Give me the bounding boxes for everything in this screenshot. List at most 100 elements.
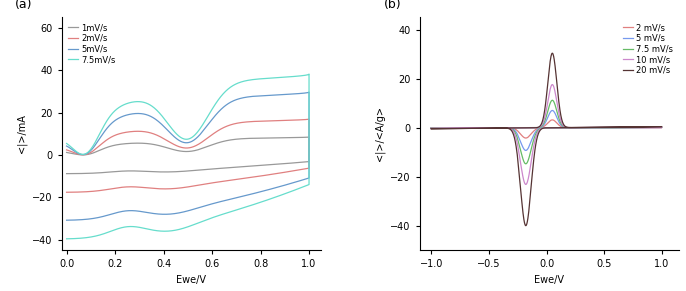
7.5 mV/s [570, 126, 578, 129]
1mV/s [273, 162, 281, 166]
5mV/s [144, 211, 152, 214]
2mV/s [292, 118, 300, 122]
1mV/s [62, 151, 71, 154]
5mV/s [282, 93, 290, 96]
7.5mV/s [226, 210, 234, 214]
10 mV/s [510, 126, 518, 129]
5 mV/s [652, 126, 661, 129]
2 mV/s [427, 126, 436, 129]
7.5 mV/s [636, 126, 644, 129]
5 mV/s [548, 109, 556, 112]
2 mV/s [456, 126, 464, 129]
20 mV/s [510, 126, 518, 130]
5 mV/s [570, 126, 578, 129]
2 mV/s [570, 126, 578, 129]
1mV/s [127, 169, 135, 173]
2mV/s [127, 185, 135, 189]
10 mV/s [652, 125, 661, 129]
5 mV/s [636, 126, 644, 129]
2mV/s [62, 148, 71, 152]
Legend: 2 mV/s, 5 mV/s, 7.5 mV/s, 10 mV/s, 20 mV/s: 2 mV/s, 5 mV/s, 7.5 mV/s, 10 mV/s, 20 mV… [622, 22, 675, 77]
5 mV/s [522, 149, 530, 152]
7.5mV/s [127, 225, 135, 228]
20 mV/s [427, 127, 436, 131]
7.5 mV/s [522, 162, 530, 166]
7.5 mV/s [427, 126, 436, 130]
2mV/s [305, 117, 313, 121]
20 mV/s [427, 127, 436, 130]
10 mV/s [427, 127, 436, 130]
Line: 7.5mV/s: 7.5mV/s [67, 74, 309, 239]
5 mV/s [427, 126, 436, 130]
Y-axis label: <|>/mA: <|>/mA [16, 114, 27, 153]
Y-axis label: <|>/<A/g>: <|>/<A/g> [374, 106, 385, 162]
1mV/s [292, 136, 300, 139]
5 mV/s [456, 126, 464, 130]
Line: 2 mV/s: 2 mV/s [431, 120, 662, 138]
Line: 20 mV/s: 20 mV/s [431, 53, 662, 226]
10 mV/s [522, 183, 530, 186]
1mV/s [305, 135, 313, 139]
Line: 7.5 mV/s: 7.5 mV/s [431, 100, 662, 164]
Line: 5mV/s: 5mV/s [67, 92, 309, 220]
20 mV/s [548, 52, 556, 55]
1mV/s [226, 166, 234, 169]
2 mV/s [636, 126, 644, 129]
2mV/s [273, 172, 281, 175]
2mV/s [226, 179, 234, 182]
7.5 mV/s [427, 126, 436, 130]
5mV/s [127, 209, 135, 212]
Legend: 1mV/s, 2mV/s, 5mV/s, 7.5mV/s: 1mV/s, 2mV/s, 5mV/s, 7.5mV/s [66, 22, 117, 66]
5 mV/s [427, 126, 436, 130]
2 mV/s [548, 118, 556, 122]
7.5 mV/s [436, 126, 444, 130]
Text: (b): (b) [383, 0, 401, 11]
20 mV/s [636, 125, 644, 129]
7.5mV/s [305, 72, 313, 76]
7.5mV/s [273, 195, 281, 198]
Line: 2mV/s: 2mV/s [67, 119, 309, 192]
7.5mV/s [62, 142, 71, 145]
1mV/s [144, 170, 152, 173]
Text: (a): (a) [15, 0, 32, 11]
Line: 10 mV/s: 10 mV/s [431, 85, 662, 184]
10 mV/s [436, 127, 444, 130]
2 mV/s [652, 126, 661, 129]
20 mV/s [436, 127, 444, 130]
10 mV/s [548, 83, 556, 86]
X-axis label: Ewe/V: Ewe/V [176, 275, 206, 285]
1mV/s [282, 136, 290, 139]
2 mV/s [510, 126, 518, 129]
1mV/s [62, 172, 71, 175]
20 mV/s [570, 126, 578, 129]
2 mV/s [436, 126, 444, 129]
10 mV/s [427, 127, 436, 130]
10 mV/s [570, 126, 578, 129]
X-axis label: Ewe/V: Ewe/V [534, 275, 565, 285]
Line: 1mV/s: 1mV/s [67, 137, 309, 174]
2 mV/s [522, 136, 530, 140]
5 mV/s [510, 126, 518, 129]
5mV/s [62, 219, 71, 222]
2mV/s [144, 186, 152, 190]
5mV/s [226, 198, 234, 201]
10 mV/s [456, 126, 464, 130]
5 mV/s [436, 126, 444, 130]
7.5mV/s [144, 228, 152, 231]
2mV/s [282, 119, 290, 122]
7.5 mV/s [456, 126, 464, 130]
5mV/s [273, 186, 281, 189]
7.5 mV/s [510, 126, 518, 129]
7.5 mV/s [548, 99, 556, 102]
7.5mV/s [62, 237, 71, 241]
10 mV/s [636, 125, 644, 129]
7.5mV/s [282, 75, 290, 79]
20 mV/s [456, 127, 464, 130]
5mV/s [292, 92, 300, 95]
5mV/s [62, 144, 71, 148]
7.5mV/s [292, 74, 300, 78]
5mV/s [305, 90, 313, 94]
20 mV/s [522, 224, 530, 227]
2 mV/s [427, 126, 436, 129]
20 mV/s [652, 125, 661, 128]
